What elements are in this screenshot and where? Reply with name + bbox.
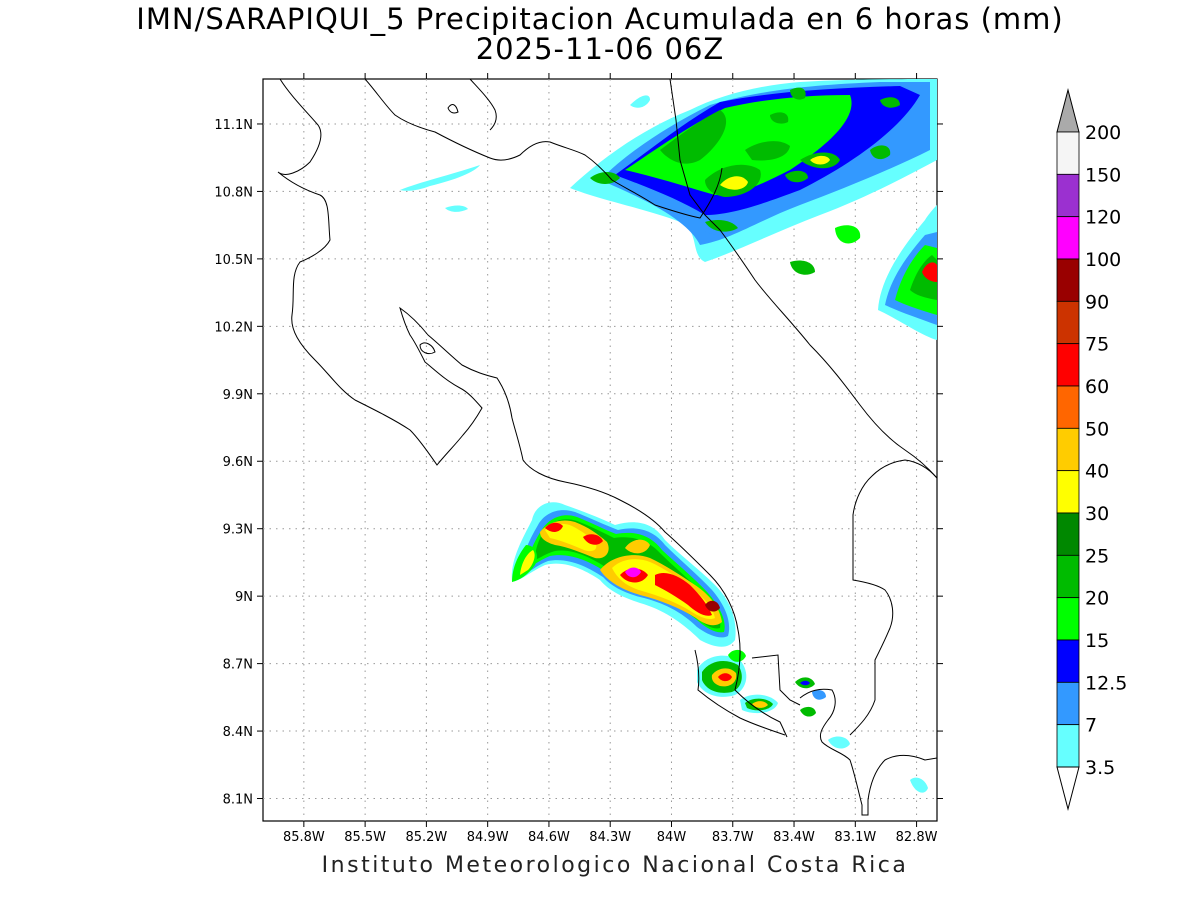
longitude-ticks: 85.8W 85.5W 85.2W 84.9W 84.6W 84.3W 84W 83.7W 83… xyxy=(283,73,938,845)
colorbar-swatch xyxy=(1056,681,1080,726)
colorbar-label: 50 xyxy=(1085,418,1109,440)
colorbar-label: 25 xyxy=(1085,545,1109,567)
colorbar-swatch xyxy=(1056,639,1080,683)
colorbar-label: 90 xyxy=(1085,291,1109,313)
colorbar-swatch xyxy=(1056,470,1080,514)
lon-tick-label: 84.3W xyxy=(589,830,631,845)
colorbar-label: 60 xyxy=(1085,376,1109,398)
colorbar-label: 15 xyxy=(1085,630,1109,652)
colorbar-swatch xyxy=(1056,258,1080,302)
lon-tick-label: 82.8W xyxy=(896,830,938,845)
coastlines xyxy=(277,79,937,816)
lat-tick-label: 9.6N xyxy=(223,455,253,470)
rain-area-north xyxy=(400,79,937,340)
lat-tick-label: 10.5N xyxy=(214,253,253,268)
colorbar-label: 200 xyxy=(1085,122,1121,144)
colorbar-label: 100 xyxy=(1085,249,1121,271)
lat-tick-label: 10.2N xyxy=(214,320,253,335)
colorbar-label: 150 xyxy=(1085,164,1121,186)
lat-tick-label: 10.8N xyxy=(214,185,253,200)
lat-tick-label: 9.9N xyxy=(223,388,253,403)
precipitation-field xyxy=(400,79,937,793)
lat-tick-label: 8.4N xyxy=(223,725,253,740)
lat-tick-label: 11.1N xyxy=(214,118,253,133)
colorbar-swatch xyxy=(1056,385,1080,429)
colorbar-swatch xyxy=(1056,300,1080,345)
lon-tick-label: 85.5W xyxy=(344,830,386,845)
lon-tick-label: 85.8W xyxy=(283,830,325,845)
colorbar-swatch xyxy=(1056,427,1080,472)
colorbar-swatch xyxy=(1056,512,1080,556)
colorbar-swatch xyxy=(1056,131,1080,175)
lon-tick-label: 85.2W xyxy=(405,830,447,845)
lon-tick-label: 84.6W xyxy=(528,830,570,845)
colorbar-under-arrow xyxy=(1056,766,1080,811)
colorbar-label: 30 xyxy=(1085,503,1109,525)
colorbar-swatch xyxy=(1056,597,1080,641)
lat-tick-label: 8.7N xyxy=(223,658,253,673)
map-title: IMN/SARAPIQUI_5 Precipitacion Acumulada … xyxy=(136,2,1064,36)
colorbar-swatch xyxy=(1056,216,1080,260)
lon-tick-label: 83.7W xyxy=(712,830,754,845)
colorbar-label: 3.5 xyxy=(1085,757,1115,779)
colorbar: 200 150 120 100 90 75 60 50 40 30 25 20 15 12.5 7 3.5 xyxy=(1056,88,1127,811)
colorbar-label: 7 xyxy=(1085,715,1097,737)
lon-tick-label: 83.4W xyxy=(773,830,815,845)
lon-tick-label: 83.1W xyxy=(834,830,876,845)
colorbar-label: 75 xyxy=(1085,334,1109,356)
lon-tick-label: 84.9W xyxy=(467,830,509,845)
lat-tick-label: 8.1N xyxy=(223,793,253,808)
colorbar-swatch xyxy=(1056,724,1080,768)
latitude-ticks: 11.1N 10.8N 10.5N 10.2N 9.9N 9.6N 9.3N 9N 8.7N 8.… xyxy=(214,118,943,808)
colorbar-over-arrow xyxy=(1056,88,1080,133)
lat-tick-label: 9.3N xyxy=(223,523,253,538)
colorbar-label: 120 xyxy=(1085,207,1121,229)
colorbar-label: 20 xyxy=(1085,588,1109,610)
colorbar-label: 12.5 xyxy=(1085,672,1127,694)
colorbar-swatch xyxy=(1056,173,1080,218)
colorbar-swatch xyxy=(1056,554,1080,599)
colorbar-swatch xyxy=(1056,343,1080,387)
map-subtitle: 2025-11-06 06Z xyxy=(475,32,725,66)
colorbar-label: 40 xyxy=(1085,461,1109,483)
rain-area-south xyxy=(511,502,928,793)
footer-credit: Instituto Meteorologico Nacional Costa R… xyxy=(321,853,909,878)
lon-tick-label: 84W xyxy=(657,830,687,845)
lat-tick-label: 9N xyxy=(235,590,253,605)
